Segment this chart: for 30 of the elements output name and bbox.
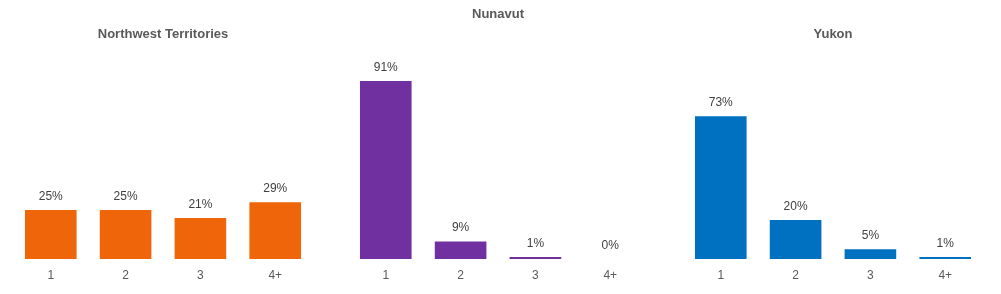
data-label: 25% [38,189,64,204]
data-label: 91% [373,60,399,74]
data-label: 25% [113,189,138,204]
x-tick-label: 4+ [603,267,618,282]
x-tick-label: 1 [382,267,390,282]
x-tick-label: 1 [717,267,725,282]
bar [769,219,822,259]
x-tick-label: 2 [122,267,130,282]
x-tick-label: 4+ [268,267,283,282]
data-label: 1% [526,236,545,251]
x-tick-label: 3 [197,267,205,282]
chart-title: Yukon [813,26,853,41]
bar [844,249,897,259]
x-tick-label: 2 [792,267,800,282]
chart-title: Nunavut [472,6,525,21]
data-label: 0% [601,238,620,252]
x-tick-label: 3 [532,267,540,282]
data-label: 29% [263,181,288,196]
data-label: 21% [188,196,213,211]
data-label: 5% [861,228,880,243]
x-tick-label: 4+ [938,267,953,282]
data-label: 1% [936,236,955,251]
x-tick-label: 3 [867,267,875,282]
bar [694,116,747,259]
x-tick-label: 1 [47,267,55,282]
data-label: 20% [783,198,808,213]
x-tick-label: 2 [457,267,465,282]
data-label: 9% [451,220,470,235]
chart-title: Northwest Territories [97,26,229,41]
data-label: 73% [708,95,734,110]
